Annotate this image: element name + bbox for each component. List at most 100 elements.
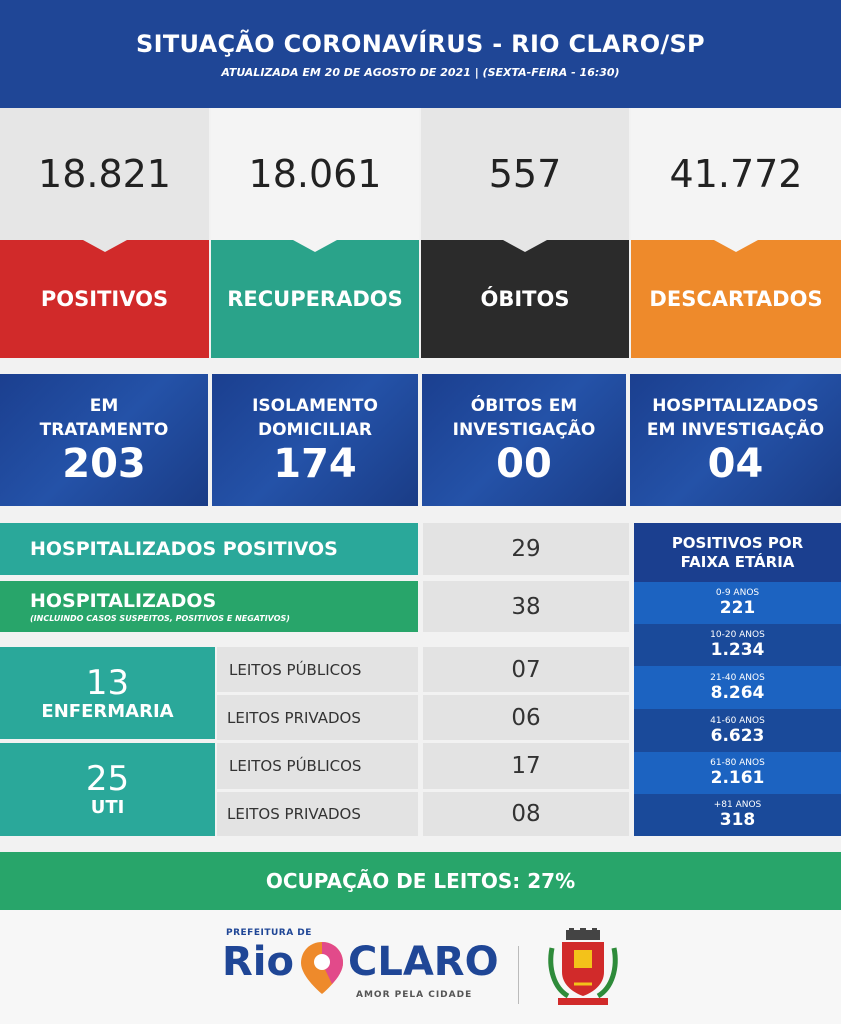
- header-banner: SITUAÇÃO CORONAVÍRUS - RIO CLARO/SP ATUA…: [0, 0, 841, 108]
- age-group-label: 21-40 ANOS: [710, 672, 765, 683]
- ward-public-value-cell: 07: [423, 647, 629, 692]
- recovered-count-box: 18.061: [211, 108, 419, 240]
- hospitalized-total-label: HOSPITALIZADOS: [30, 590, 217, 612]
- deaths-label-box: ÓBITOS: [421, 240, 629, 358]
- hospitalized-total-sub: (INCLUINDO CASOS SUSPEITOS, POSITIVOS E …: [30, 614, 290, 623]
- age-group-value: 2.161: [710, 768, 765, 788]
- hospitalized-investigation-value: 04: [707, 441, 764, 487]
- age-group-value: 1.234: [710, 640, 765, 660]
- icu-box: 25 UTI: [0, 743, 215, 836]
- deaths-investigation-value: 00: [496, 441, 552, 487]
- discarded-count: 41.772: [669, 152, 803, 196]
- home-isolation-value: 174: [273, 441, 357, 487]
- logo-tagline: AMOR PELA CIDADE: [356, 990, 473, 1000]
- in-treatment-label-2: TRATAMENTO: [39, 420, 169, 440]
- hospitalized-positive-value: 29: [511, 536, 541, 562]
- age-group-2: 21-40 ANOS 8.264: [634, 666, 841, 709]
- deaths-investigation-label-1: ÓBITOS EM: [470, 396, 578, 416]
- footer: PREFEITURA DE Rio CLARO AMOR PELA CIDADE: [0, 910, 841, 1024]
- ward-label: ENFERMARIA: [41, 700, 174, 722]
- hospitalized-investigation-label-2: EM INVESTIGAÇÃO: [646, 420, 825, 440]
- age-group-label: 10-20 ANOS: [710, 630, 765, 640]
- home-isolation-label-1: ISOLAMENTO: [252, 396, 378, 416]
- positive-count: 18.821: [38, 152, 171, 196]
- ward-box: 13 ENFERMARIA: [0, 647, 215, 739]
- logo-prefix: PREFEITURA DE: [226, 928, 312, 938]
- notch-shape: [82, 240, 127, 252]
- ward-public-label-cell: LEITOS PÚBLICOS: [217, 647, 418, 692]
- hospitalized-positive-label: HOSPITALIZADOS POSITIVOS: [30, 538, 338, 560]
- age-group-4: 61-80 ANOS 2.161: [634, 752, 841, 794]
- hospitalized-investigation-box: HOSPITALIZADOS EM INVESTIGAÇÃO 04: [630, 374, 841, 506]
- age-group-label: +81 ANOS: [713, 800, 762, 810]
- age-group-1: 10-20 ANOS 1.234: [634, 624, 841, 666]
- in-treatment-value: 203: [62, 441, 146, 487]
- icu-label: UTI: [90, 797, 125, 818]
- logo-divider: [518, 946, 519, 1004]
- recovered-label: RECUPERADOS: [227, 287, 403, 311]
- ward-public-value: 07: [511, 656, 541, 683]
- age-title-2: FAIXA ETÁRIA: [680, 552, 795, 571]
- ward-public-label: LEITOS PÚBLICOS: [229, 660, 362, 679]
- icu-private-value: 08: [511, 801, 541, 827]
- deaths-investigation-box: ÓBITOS EM INVESTIGAÇÃO 00: [422, 374, 626, 506]
- ward-private-label: LEITOS PRIVADOS: [227, 708, 361, 727]
- page-title: SITUAÇÃO CORONAVÍRUS - RIO CLARO/SP: [136, 30, 705, 58]
- ward-value: 13: [85, 662, 130, 703]
- deaths-label: ÓBITOS: [480, 287, 570, 311]
- deaths-count-box: 557: [421, 108, 629, 240]
- hospitalized-positive-value-cell: 29: [423, 523, 629, 575]
- icu-private-label: LEITOS PRIVADOS: [227, 805, 361, 823]
- age-group-5: +81 ANOS 318: [634, 794, 841, 836]
- age-title-box: POSITIVOS POR FAIXA ETÁRIA: [634, 523, 841, 582]
- age-group-label: 0-9 ANOS: [715, 588, 760, 598]
- age-group-value: 221: [719, 598, 756, 618]
- logo-name-right: CLARO: [348, 939, 499, 985]
- hospitalized-total-value-cell: 38: [423, 581, 629, 632]
- age-group-3: 41-60 ANOS 6.623: [634, 709, 841, 752]
- deaths-count: 557: [488, 152, 562, 196]
- in-treatment-box: EM TRATAMENTO 203: [0, 374, 208, 506]
- bed-occupancy-text: OCUPAÇÃO DE LEITOS: 27%: [265, 869, 576, 893]
- age-group-value: 6.623: [710, 725, 765, 746]
- in-treatment-label-1: EM: [89, 396, 119, 416]
- city-coat-of-arms-icon: [544, 928, 622, 1008]
- update-subtitle: ATUALIZADA EM 20 DE AGOSTO DE 2021 | (SE…: [221, 66, 620, 79]
- logo-name-left: Rio: [222, 939, 294, 985]
- icu-private-value-cell: 08: [423, 792, 629, 836]
- icu-value: 25: [85, 759, 130, 799]
- home-isolation-label-2: DOMICILIAR: [257, 420, 372, 440]
- top-stats: 18.821 POSITIVOS 18.061 RECUPERADOS 557 …: [0, 108, 841, 358]
- ward-private-label-cell: LEITOS PRIVADOS: [217, 695, 418, 740]
- icu-public-label-cell: LEITOS PÚBLICOS: [217, 743, 418, 789]
- age-title-1: POSITIVOS POR: [671, 533, 804, 552]
- icu-public-value: 17: [511, 753, 541, 779]
- discarded-label: DESCARTADOS: [649, 287, 823, 311]
- notch-shape: [293, 240, 337, 252]
- home-isolation-box: ISOLAMENTO DOMICILIAR 174: [212, 374, 418, 506]
- discarded-label-box: DESCARTADOS: [631, 240, 841, 358]
- age-group-value: 8.264: [710, 682, 765, 703]
- positive-label: POSITIVOS: [40, 287, 169, 311]
- map-pin-icon: [298, 940, 346, 996]
- hospitalized-positive-label-cell: HOSPITALIZADOS POSITIVOS: [0, 523, 418, 575]
- notch-shape: [503, 240, 547, 252]
- icu-public-label: LEITOS PÚBLICOS: [229, 757, 362, 775]
- recovered-label-box: RECUPERADOS: [211, 240, 419, 358]
- age-group-label: 61-80 ANOS: [710, 758, 765, 768]
- deaths-investigation-label-2: INVESTIGAÇÃO: [452, 420, 596, 440]
- icu-private-label-cell: LEITOS PRIVADOS: [217, 792, 418, 836]
- hospitalized-total-label-cell: HOSPITALIZADOS (INCLUINDO CASOS SUSPEITO…: [0, 581, 418, 632]
- ward-private-value: 06: [511, 704, 541, 731]
- positive-label-box: POSITIVOS: [0, 240, 209, 358]
- age-group-value: 318: [719, 810, 756, 830]
- hospitalized-investigation-label-1: HOSPITALIZADOS: [652, 396, 819, 416]
- notch-shape: [714, 240, 758, 252]
- positive-count-box: 18.821: [0, 108, 209, 240]
- ward-private-value-cell: 06: [423, 695, 629, 740]
- icu-public-value-cell: 17: [423, 743, 629, 789]
- hospitalized-total-value: 38: [511, 593, 541, 620]
- age-group-label: 41-60 ANOS: [710, 715, 765, 726]
- bed-occupancy-bar: OCUPAÇÃO DE LEITOS: 27%: [0, 852, 841, 910]
- age-group-0: 0-9 ANOS 221: [634, 582, 841, 624]
